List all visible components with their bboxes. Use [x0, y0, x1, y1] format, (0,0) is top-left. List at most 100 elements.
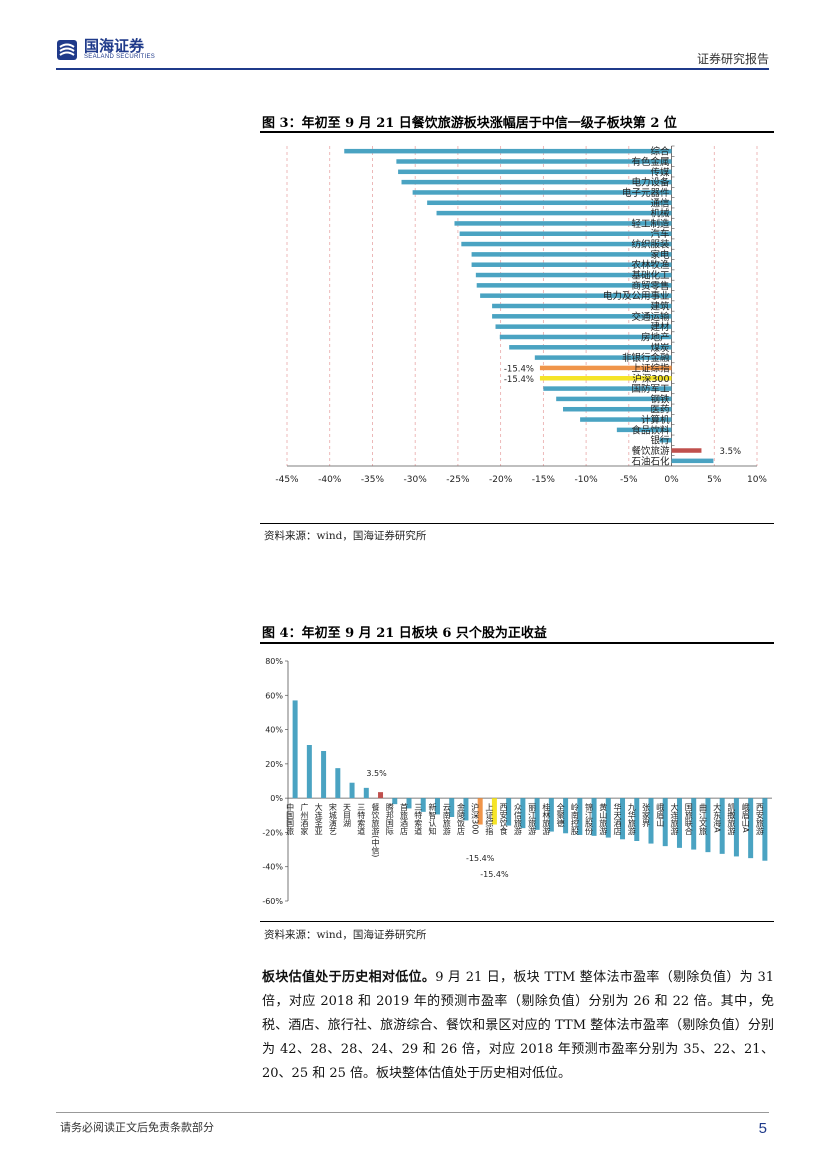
y-tick-label: 40% — [265, 726, 283, 735]
bar — [412, 190, 672, 195]
bar — [344, 148, 672, 154]
category-label: 商贸零售 — [632, 280, 670, 292]
bar — [509, 345, 672, 350]
bar — [427, 200, 672, 206]
bar — [406, 798, 412, 809]
bar — [449, 798, 455, 817]
y-tick-label: 80% — [265, 657, 283, 666]
category-label: 众信旅游 — [513, 803, 522, 836]
bar — [492, 314, 672, 319]
x-tick-label: 10% — [747, 475, 767, 485]
data-label: 3.5% — [719, 447, 741, 457]
figure4-chart: 80% 60% 40% 20% 0% -20% -40% -60% 中国国旅 广州酒家 大连圣亚 宋城… — [262, 657, 772, 906]
category-label: 九华旅游 — [627, 803, 636, 836]
category-label: 云南旅游 — [442, 803, 451, 836]
category-label: 农林牧渔 — [632, 259, 671, 271]
bar — [480, 293, 672, 298]
bar — [495, 324, 672, 329]
bar — [492, 303, 672, 309]
category-label: 电力及公用事业 — [603, 290, 670, 302]
category-label: 建筑 — [651, 301, 671, 313]
bar — [499, 334, 672, 340]
category-label: 餐饮旅游 — [632, 445, 671, 457]
category-label: 纺织服装 — [632, 239, 671, 251]
bar — [748, 798, 754, 859]
bar — [543, 386, 672, 391]
y-tick-label: -20% — [262, 828, 283, 837]
category-label: 曲江文旅 — [698, 802, 707, 836]
x-tick-label: -25% — [446, 475, 470, 485]
category-label: 大连圣亚 — [314, 802, 323, 835]
category-label: 全聚德 — [556, 802, 565, 828]
category-label: 黄山旅游 — [599, 802, 608, 836]
bar — [659, 437, 672, 443]
figure4-bottom-rule — [260, 921, 774, 922]
figure3-bottom-rule — [260, 523, 774, 524]
category-label: 电力设备 — [632, 177, 671, 189]
x-tick-label: 5% — [707, 475, 722, 485]
category-label: 上证综指 — [485, 803, 494, 836]
bar — [719, 798, 725, 854]
bar — [662, 798, 668, 847]
category-label: 首旅酒店 — [400, 802, 409, 836]
logo-name-en: SEALAND SECURITIES — [84, 54, 156, 60]
x-tick-label: -5% — [620, 475, 638, 485]
category-label: 峨眉山 — [656, 802, 665, 828]
figure3-source: 资料来源：wind，国海证券研究所 — [264, 530, 427, 542]
bar — [434, 798, 440, 815]
header-divider — [56, 68, 769, 70]
bar — [463, 798, 469, 821]
x-tick-label: -20% — [489, 475, 513, 485]
footer-disclaimer: 请务必阅读正文后免责条款部分 — [60, 1121, 214, 1134]
bar — [616, 427, 672, 433]
category-label: 沪深300 — [471, 802, 480, 834]
category-label: 岭南控股 — [570, 802, 579, 836]
category-label: 大连旅游 — [670, 802, 679, 836]
category-label: 家电 — [651, 249, 671, 261]
category-label: 有色金属 — [632, 156, 670, 168]
y-tick-label: -40% — [262, 863, 283, 872]
category-label: 沪深300 — [632, 373, 669, 385]
category-label: 腾邦国际 — [385, 802, 394, 836]
bar — [335, 768, 341, 799]
category-label: 医药 — [651, 405, 670, 416]
category-label: 非银行金融 — [622, 352, 670, 364]
x-tick-label: -45% — [275, 475, 299, 485]
valuation-paragraph: 板块估值处于历史相对低位。9 月 21 日，板块 TTM 整体法市盈率（剔除负值… — [262, 966, 774, 1086]
figure3-title: 图 3：年初至 9 月 21 日餐饮旅游板块涨幅居于中信一级子板块第 2 位 — [262, 116, 677, 131]
category-label: 计算机 — [641, 414, 670, 426]
bar — [398, 169, 672, 175]
report-type: 证券研究报告 — [696, 52, 769, 66]
bar — [556, 396, 672, 402]
category-label: 新智认知 — [428, 802, 437, 836]
category-label: 三特索道 — [414, 803, 423, 836]
bar — [506, 798, 512, 826]
category-label: 丽江旅游 — [528, 803, 537, 836]
category-label: 传媒 — [651, 166, 671, 178]
category-label: 张家界 — [642, 803, 651, 828]
bar — [363, 787, 369, 799]
bar — [461, 241, 672, 247]
bar — [520, 798, 526, 829]
data-label: 3.5% — [366, 769, 387, 778]
bar — [577, 798, 583, 835]
bar — [705, 798, 711, 853]
x-tick-label: 0% — [664, 475, 679, 485]
page-number: 5 — [758, 1120, 767, 1137]
bar — [591, 798, 597, 836]
paragraph-lead: 板块估值处于历史相对低位。 — [262, 970, 436, 985]
bar — [392, 798, 398, 805]
logo-name-cn: 国海证券 — [84, 37, 145, 55]
y-tick-label: 20% — [265, 760, 283, 769]
category-label: 煤炭 — [651, 342, 671, 354]
category-label: 电子元器件 — [622, 187, 670, 199]
bar — [620, 798, 626, 840]
bar — [454, 221, 672, 226]
bar — [396, 159, 672, 164]
bar — [476, 283, 672, 288]
category-label: 机械 — [651, 208, 671, 220]
category-label: 峨眉山A — [741, 802, 750, 833]
bar — [605, 798, 611, 838]
company-logo: 国海证券 SEALAND SECURITIES — [56, 38, 155, 61]
bar — [733, 798, 739, 857]
